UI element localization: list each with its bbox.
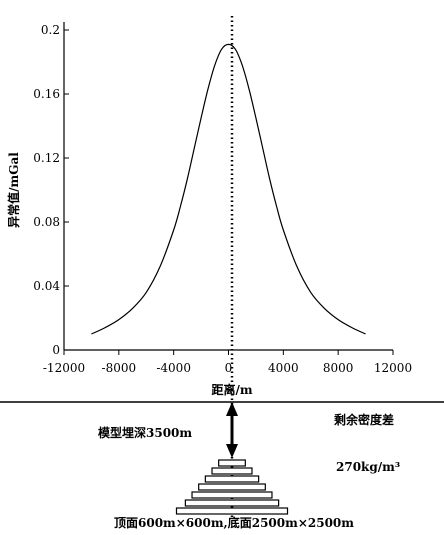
- y-tick-label: 0.16: [33, 87, 60, 101]
- x-tick-label: 0: [225, 361, 233, 375]
- prism-layer: [184, 499, 280, 507]
- x-tick-label: 4000: [268, 361, 299, 375]
- anomaly-curve: [91, 43, 366, 335]
- y-tick-label: 0.2: [41, 23, 60, 37]
- y-tick-label: 0: [52, 343, 60, 357]
- y-tick-label: 0.08: [33, 215, 60, 229]
- x-tick-label: -12000: [43, 361, 85, 375]
- x-tick-label: 12000: [374, 361, 412, 375]
- prism-layer: [204, 475, 260, 483]
- y-tick-label: 0.04: [33, 279, 60, 293]
- prism-layer: [211, 467, 253, 475]
- x-axis-title: 距离/m: [211, 382, 252, 397]
- x-tick-label: -4000: [156, 361, 191, 375]
- y-axis-title: 异常值/mGal: [6, 152, 21, 228]
- x-tick-label: 8000: [323, 361, 354, 375]
- x-tick-label: -8000: [102, 361, 137, 375]
- prism-layer: [198, 483, 266, 491]
- depth-label: 模型埋深3500m: [98, 425, 192, 440]
- prism-layer: [191, 491, 273, 499]
- prism-layer: [218, 459, 246, 467]
- density-label: 剩余密度差: [334, 412, 394, 427]
- prism-layer: [175, 507, 289, 515]
- depth-arrow-head-up: [226, 402, 238, 416]
- size-label: 顶面600m×600m,底面2500m×2500m: [114, 515, 354, 530]
- depth-arrow-head-down: [226, 444, 238, 458]
- y-ticks: 0 0.04 0.08 0.12 0.16 0.2: [33, 23, 69, 357]
- density-value: 270kg/m³: [336, 460, 400, 474]
- prism-model: [175, 459, 289, 515]
- x-ticks: -12000 -8000 -4000 0 4000 8000 12000: [43, 350, 412, 375]
- y-tick-label: 0.12: [33, 151, 60, 165]
